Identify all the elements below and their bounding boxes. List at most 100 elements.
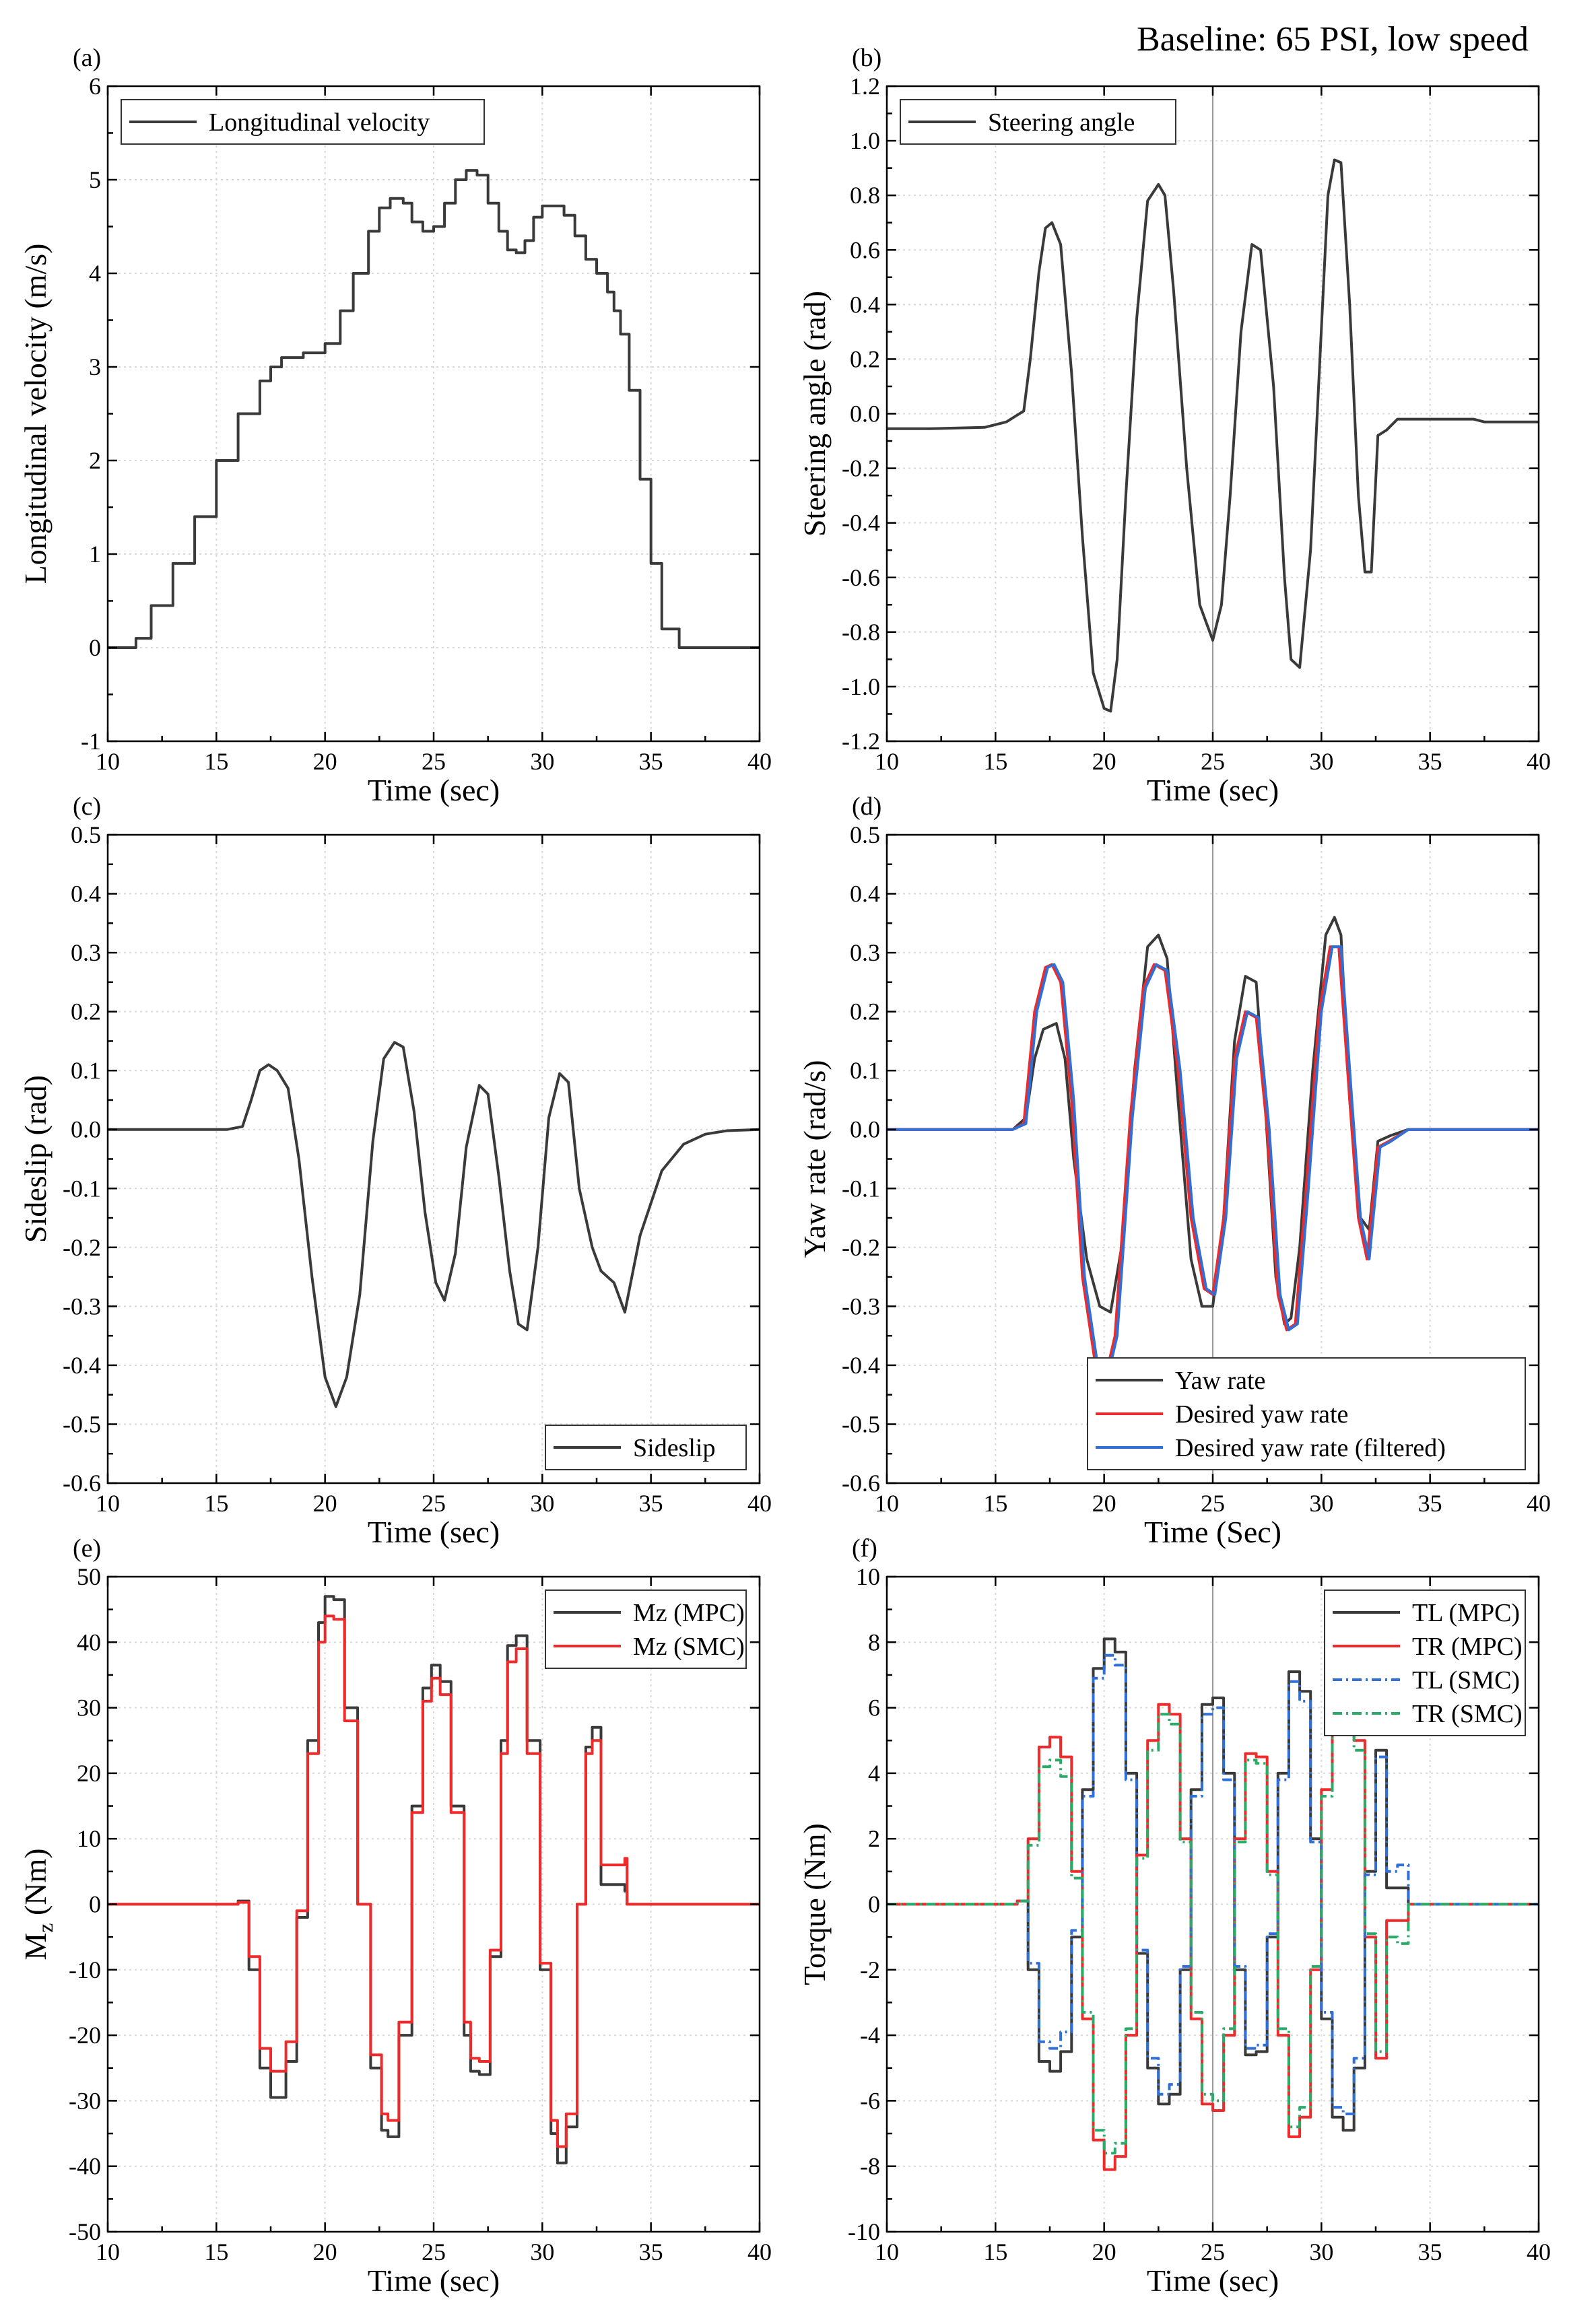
y-tick-label: 0.5 (71, 821, 101, 848)
y-axis-label-subscript: z (33, 1923, 57, 1933)
y-tick-label: -0.2 (842, 455, 880, 482)
y-tick-label: -1.2 (842, 728, 880, 755)
x-tick-label: 40 (1527, 2238, 1551, 2265)
x-tick-label: 15 (983, 748, 1007, 775)
y-tick-label: 6 (89, 73, 101, 100)
y-tick-label: 30 (77, 1695, 101, 1721)
y-tick-label: -1 (81, 728, 101, 755)
x-tick-label: 10 (96, 1490, 120, 1517)
x-tick-label: 30 (1309, 2238, 1333, 2265)
y-tick-label: 5 (89, 166, 101, 193)
series-tl-mpc (887, 1637, 1539, 2132)
legend-label: Mz (SMC) (633, 1633, 745, 1661)
x-tick-label: 10 (96, 748, 120, 775)
panel-f: 10 15 20 25 30 35 40 -10 -8 -6 -4 -2 0 2 4 6 8 10 Time (se… (797, 1534, 1551, 2298)
x-tick-label: 40 (747, 1490, 772, 1517)
y-tick-label: -2 (860, 1956, 880, 1983)
y-tick-label: 0.4 (71, 881, 101, 908)
y-tick-label: 50 (77, 1563, 101, 1590)
y-tick-label: 6 (868, 1695, 880, 1721)
figure-title: Baseline: 65 PSI, low speed (1137, 20, 1529, 59)
y-tick-label: 0 (89, 634, 101, 661)
y-tick-label: 3 (89, 353, 101, 380)
y-tick-label: 1.0 (850, 127, 880, 154)
x-tick-label: 35 (1418, 2238, 1442, 2265)
y-tick-label: 0.2 (71, 998, 101, 1025)
y-tick-label: 0.3 (850, 939, 880, 966)
x-tick-label: 35 (1418, 1490, 1442, 1517)
y-tick-label: 40 (77, 1629, 101, 1655)
legend-label: TR (SMC) (1412, 1700, 1523, 1728)
y-tick-label: 0.2 (850, 345, 880, 372)
legend-label: Sideslip (633, 1434, 715, 1462)
y-tick-label: 0.3 (71, 939, 101, 966)
series-sideslip (108, 1041, 760, 1408)
legend: TL (MPC) TR (MPC) TL (SMC) TR (SMC) (1324, 1590, 1526, 1736)
x-tick-label: 30 (530, 1490, 554, 1517)
y-tick-label: -0.1 (63, 1175, 101, 1202)
y-tick-label: -4 (860, 2022, 880, 2049)
y-axis-label-unit: (Nm) (18, 1848, 53, 1923)
series-tl-smc (887, 1653, 1539, 2115)
x-tick-label: 40 (747, 748, 772, 775)
x-tick-label: 20 (1092, 748, 1116, 775)
legend: Longitudinal velocity (121, 99, 485, 145)
y-axis-label: Yaw rate (rad/s) (797, 1060, 832, 1258)
panel-a: 10 15 20 25 30 35 40 -1 0 1 2 3 4 5 6 Time (sec) Longitu… (18, 44, 772, 807)
x-axis-label: Time (sec) (1147, 2263, 1279, 2298)
y-axis-label-main: M (18, 1933, 53, 1960)
panel-b: 10 15 20 25 30 35 40 -1.2 -1.0 -0.8 -0.6 -0.4 -0.2 0.… (797, 44, 1551, 807)
y-tick-label: -0.4 (842, 1352, 880, 1379)
x-tick-label: 25 (422, 1490, 446, 1517)
y-tick-label: -0.3 (842, 1293, 880, 1320)
x-tick-label: 30 (1309, 748, 1333, 775)
y-tick-label: 1.2 (850, 73, 880, 100)
y-tick-label: 0.1 (71, 1057, 101, 1084)
x-tick-label: 10 (96, 2238, 120, 2265)
legend-frame (545, 1590, 747, 1669)
y-tick-label: 0.0 (850, 1116, 880, 1143)
x-axis-label: Time (sec) (1147, 773, 1279, 807)
y-tick-label: 20 (77, 1760, 101, 1787)
y-tick-label: 4 (89, 260, 101, 287)
y-tick-label: 0.5 (850, 821, 880, 848)
y-tick-label: -0.2 (842, 1234, 880, 1261)
x-tick-label: 15 (983, 1490, 1007, 1517)
y-tick-label: -0.1 (842, 1175, 880, 1202)
x-tick-label: 25 (1201, 748, 1225, 775)
legend: Mz (MPC) Mz (SMC) (545, 1590, 747, 1669)
legend-label: TL (MPC) (1412, 1599, 1520, 1627)
y-tick-label: 0 (89, 1891, 101, 1918)
y-tick-label: -6 (860, 2087, 880, 2114)
y-axis-label: Longitudinal velocity (m/s) (18, 244, 53, 584)
y-tick-label: -30 (69, 2087, 101, 2114)
legend-label: Yaw rate (1175, 1367, 1265, 1395)
legend-label: Mz (MPC) (633, 1599, 745, 1627)
y-tick-label: -0.8 (842, 619, 880, 646)
y-tick-label: -8 (860, 2153, 880, 2180)
x-axis-label: Time (sec) (368, 773, 500, 807)
x-tick-label: 35 (639, 748, 663, 775)
y-tick-label: 0.4 (850, 291, 880, 318)
y-tick-label: 0.8 (850, 182, 880, 209)
x-tick-label: 20 (1092, 1490, 1116, 1517)
x-tick-label: 20 (1092, 2238, 1116, 2265)
legend: Steering angle (900, 99, 1176, 145)
y-tick-label: -10 (69, 1956, 101, 1983)
x-tick-label: 40 (1527, 1490, 1551, 1517)
y-tick-label: -0.5 (842, 1410, 880, 1437)
x-tick-label: 30 (530, 2238, 554, 2265)
legend-label: Desired yaw rate (1175, 1400, 1348, 1429)
x-tick-label: 25 (1201, 2238, 1225, 2265)
panel-tag: (b) (852, 44, 881, 72)
y-axis-label: Mz (Nm) (18, 1848, 57, 1960)
y-tick-label: 2 (868, 1825, 880, 1852)
y-tick-label: 0.0 (850, 401, 880, 428)
panel-tag: (a) (73, 44, 101, 72)
x-tick-label: 20 (313, 2238, 337, 2265)
series-longitudinal-velocity (108, 169, 760, 649)
y-tick-label: -50 (69, 2218, 101, 2245)
x-tick-label: 25 (422, 748, 446, 775)
x-tick-label: 10 (875, 748, 899, 775)
